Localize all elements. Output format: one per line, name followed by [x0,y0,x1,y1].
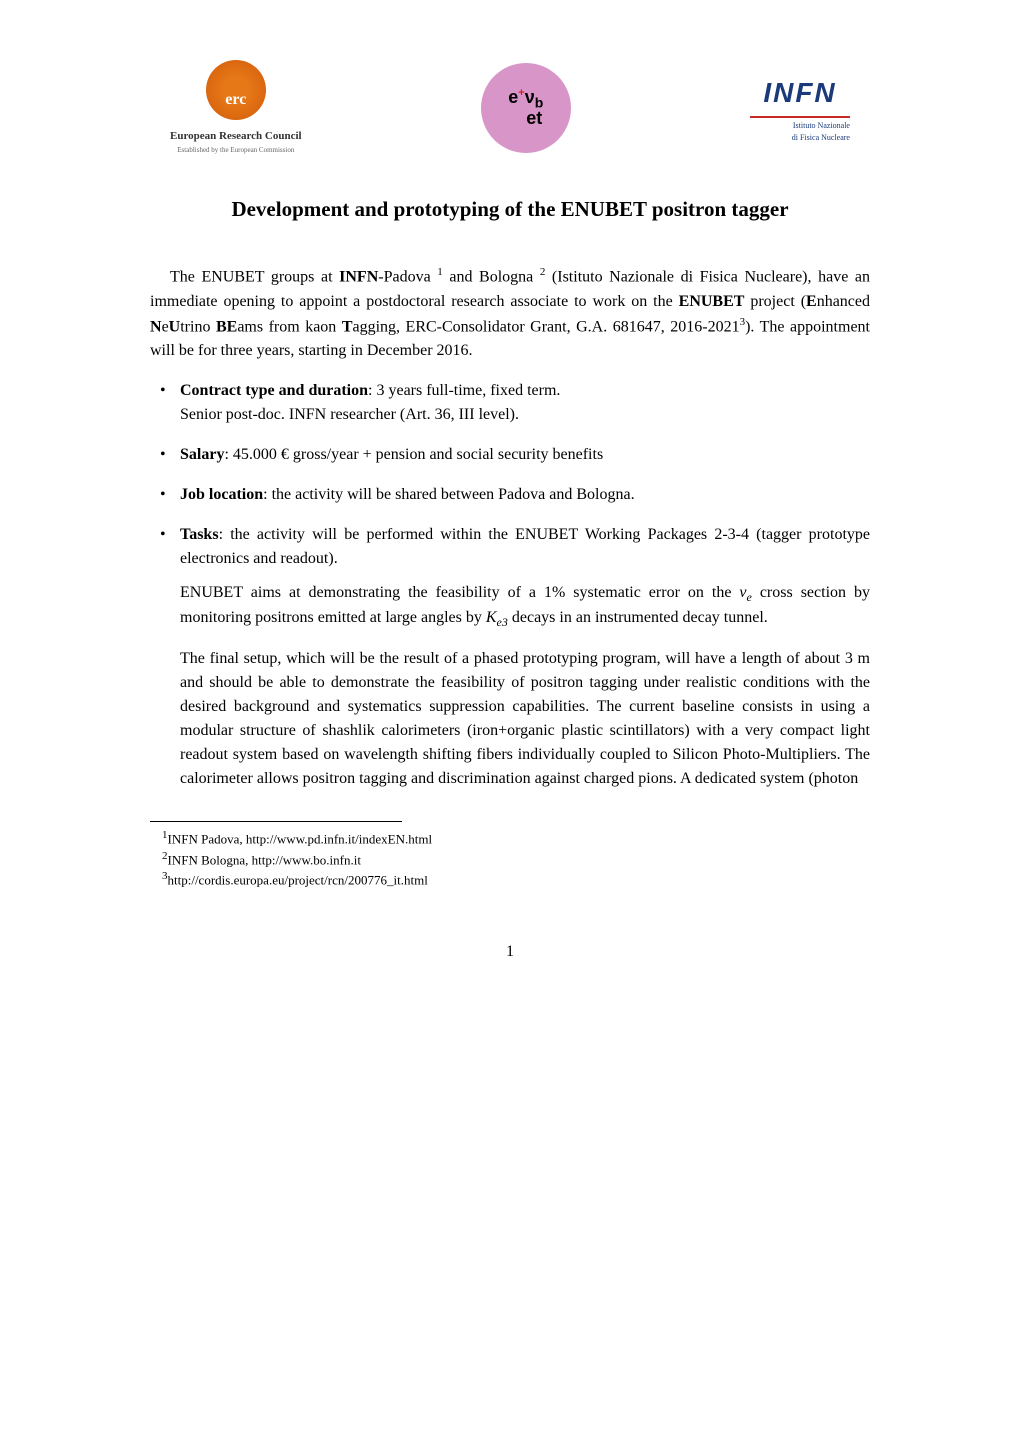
tasks-K-sub: e3 [497,615,508,629]
intro-infn: INFN [339,269,378,286]
bullet-location: Job location: the activity will be share… [180,483,870,507]
location-label: Job location [180,486,263,503]
bullet-list: Contract type and duration: 3 years full… [150,379,870,791]
salary-label: Salary [180,446,224,463]
fn2-text: INFN Bologna, http://www.bo.infn.it [168,852,361,867]
intro-paragraph: The ENUBET groups at INFN-Padova 1 and B… [150,264,870,363]
intro-mid8: ams from kaon [237,318,342,335]
tasks-para2: The final setup, which will be the resul… [180,647,870,791]
infn-main: INFN [763,72,836,114]
intro-mid5: nhanced [817,293,870,310]
tasks-nu: ν [739,584,746,601]
page-number: 1 [150,940,870,964]
tasks-K: K [486,609,497,626]
bullet-salary: Salary: 45.000 € gross/year + pension an… [180,443,870,467]
footnote-3: 3http://cordis.europa.eu/project/rcn/200… [150,869,870,890]
contract-text: : 3 years full-time, fixed term. [368,382,560,399]
intro-mid1: -Padova [378,269,437,286]
infn-sub1: Istituto Nazionale [750,120,850,132]
location-text: : the activity will be shared between Pa… [263,486,634,503]
infn-logo: INFN Istituto Nazionale di Fisica Nuclea… [750,72,850,144]
erc-logo: erc European Research Council Establishe… [170,60,302,155]
intro-be: BE [216,318,237,335]
fn3-text: http://cordis.europa.eu/project/rcn/2007… [168,873,428,888]
bullet-tasks: Tasks: the activity will be performed wi… [180,523,870,791]
tasks-label: Tasks [180,526,219,543]
tasks-p1-post: decays in an instrumented decay tunnel. [508,609,768,626]
contract-line2: Senior post-doc. INFN researcher (Art. 3… [180,406,519,423]
salary-text: : 45.000 € gross/year + pension and soci… [224,446,603,463]
fn1-text: INFN Padova, http://www.pd.infn.it/index… [168,832,433,847]
contract-label: Contract type and duration [180,382,368,399]
footnote-1: 1INFN Padova, http://www.pd.infn.it/inde… [150,828,870,849]
erc-line2: Established by the European Commission [177,145,294,156]
enubet-logo: e+νbet [481,63,571,153]
footnote-2: 2INFN Bologna, http://www.bo.infn.it [150,849,870,870]
intro-mid9: agging, ERC-Consolidator Grant, G.A. 681… [353,318,740,335]
erc-line1: European Research Council [170,128,302,145]
footnotes: 1INFN Padova, http://www.pd.infn.it/inde… [150,828,870,890]
intro-n: N [150,318,162,335]
intro-e: E [806,293,817,310]
intro-u: U [169,318,181,335]
erc-text: erc [225,88,246,112]
intro-mid2: and Bologna [443,269,540,286]
enubet-text: e+νbet [508,89,543,125]
intro-enubet: ENUBET [679,293,745,310]
intro-t: T [342,318,353,335]
infn-divider [750,116,850,118]
bullet-contract: Contract type and duration: 3 years full… [180,379,870,427]
infn-sub2: di Fisica Nucleare [750,132,850,144]
intro-mid4: project ( [744,293,806,310]
tasks-p1-pre: ENUBET aims at demonstrating the feasibi… [180,584,739,601]
enubet-icon: e+νbet [481,63,571,153]
footnote-rule [150,821,402,828]
tasks-para1: ENUBET aims at demonstrating the feasibi… [180,581,870,631]
page-title: Development and prototyping of the ENUBE… [210,195,810,224]
intro-mid7: trino [180,318,216,335]
tasks-text: : the activity will be performed within … [180,526,870,567]
logo-row: erc European Research Council Establishe… [150,60,870,155]
intro-mid6: e [162,318,169,335]
erc-icon: erc [206,60,266,120]
intro-pre: The ENUBET groups at [170,269,339,286]
